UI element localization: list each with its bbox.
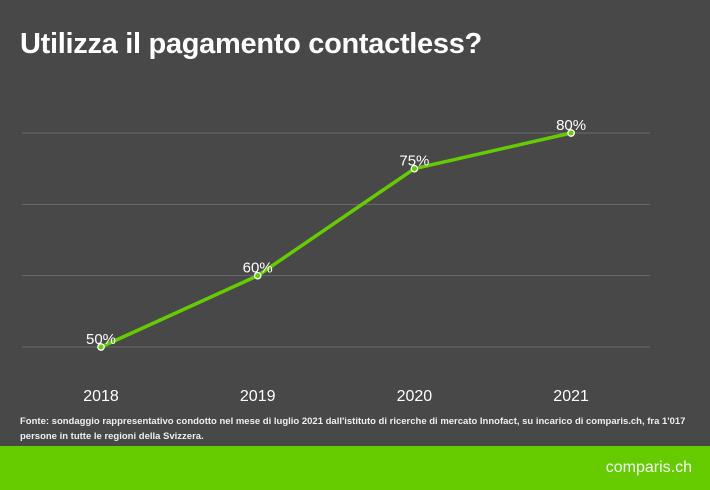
series-line: [100, 131, 572, 349]
x-tick-label: 2021: [553, 388, 589, 405]
x-tick-label: 2018: [83, 388, 119, 405]
data-point: [97, 343, 105, 351]
x-tick-label: 2019: [240, 388, 276, 405]
data-point: [253, 271, 262, 280]
chart-title: Utilizza il pagamento contactless?: [20, 28, 482, 60]
data-label: 75%: [399, 153, 429, 170]
source-note: Fonte: sondaggio rappresentativo condott…: [20, 416, 686, 442]
footer-bar: comparis.ch: [0, 446, 710, 490]
x-tick-label: 2020: [397, 388, 433, 405]
data-label: 60%: [243, 260, 273, 277]
data-label: 50%: [86, 331, 116, 348]
data-point: [410, 164, 419, 173]
comparis-logo: comparis.ch: [605, 459, 692, 476]
data-label: 80%: [556, 117, 586, 134]
data-point: [567, 129, 575, 137]
line-chart: 50% 60% 75% 80% 2018 2019 2020 2021: [22, 117, 650, 405]
